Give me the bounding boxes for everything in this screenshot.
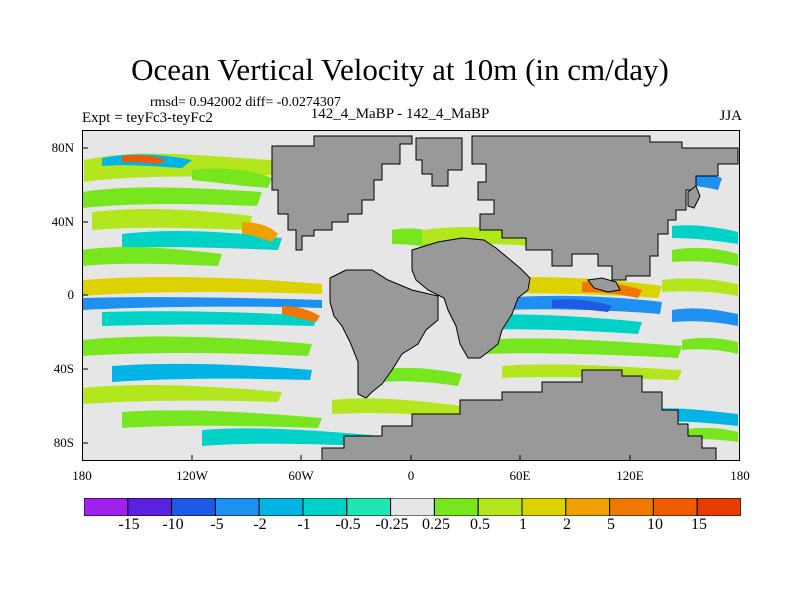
africa-land [411,237,531,359]
lat-tick-label: 40N [51,214,74,229]
velocity-patch [672,247,738,266]
colorbar-label: 2 [563,516,571,533]
colorbar-swatch [127,498,173,516]
colorbar [84,498,741,516]
colorbar-label: -10 [162,516,184,533]
colorbar-label: -5 [210,516,224,533]
velocity-patch [552,299,612,312]
lon-tick-label: 0 [407,468,415,483]
colorbar-swatch [171,498,216,516]
colorbar-swatch [433,498,479,516]
velocity-patch [192,168,272,188]
velocity-patch [482,338,682,358]
colorbar-swatch [652,498,698,516]
velocity-patch [662,278,738,296]
velocity-patch [122,410,322,428]
velocity-patch [82,297,322,310]
velocity-patch [282,306,320,322]
velocity-patch [382,367,462,386]
velocity-patch [82,385,282,404]
colorbar-label: 0.25 [422,516,450,533]
colorbar-label: -0.25 [375,516,409,533]
run-label: 142_4_MaBP - 142_4_MaBP [310,106,490,122]
japan-land [687,185,701,209]
colorbar-swatch [302,498,348,516]
experiment-label: Expt = teyFc3-teyFc2 [82,110,213,126]
colorbar-swatch [258,498,304,516]
velocity-patch [122,155,166,164]
colorbar-label: -2 [253,516,267,533]
velocity-patch [332,398,462,416]
lon-tick-label: 180 [72,468,92,483]
tick-marks [82,147,631,461]
lon-tick-label: 60W [288,468,314,483]
south-america-land [329,269,439,399]
velocity-patch [672,308,738,326]
colorbar-swatch [390,498,435,516]
velocity-patch [82,277,322,296]
colorbar-label: -15 [118,516,140,533]
lon-tick-label: 180 [730,468,750,483]
eurasia-land [471,135,739,281]
velocity-patch [242,222,278,242]
greenland-land [415,137,463,187]
velocity-patch [82,336,312,356]
velocity-patch [92,209,252,230]
antarctica-land [321,369,717,461]
velocity-patch [202,428,382,446]
colorbar-label: 10 [647,516,663,533]
colorbar-label: -0.5 [335,516,361,533]
lat-tick-label: 80S [53,435,74,450]
velocity-patch [122,231,282,250]
velocity-patch [82,187,262,208]
lon-tick-label: 120W [176,468,208,483]
lat-tick-label: 40S [53,361,74,376]
colorbar-label: 15 [691,516,707,533]
indonesia-land [587,277,621,293]
colorbar-swatch [521,498,567,516]
velocity-patch [102,311,317,326]
colorbar-swatch [84,498,129,516]
lon-tick-label: 120E [616,468,644,483]
colorbar-swatch [214,498,260,516]
colorbar-swatch [565,498,611,516]
lat-tick-label: 80N [51,140,74,155]
season-label: JJA [719,108,742,124]
colorbar-swatch [477,498,523,516]
velocity-patch [112,363,312,382]
colorbar-label: 5 [607,516,615,533]
velocity-patch [682,337,738,354]
lon-tick-label: 60E [509,468,531,483]
colorbar-label: 0.5 [470,516,490,533]
stats-text: rmsd= 0.942002 diff= -0.0274307 [150,95,341,110]
land-masses [271,135,739,461]
plot-title: Ocean Vertical Velocity at 10m (in cm/da… [131,52,669,87]
velocity-patch [672,225,738,244]
colorbar-swatch [696,498,741,516]
colorbar-swatch [346,498,392,516]
colorbar-label: -1 [297,516,311,533]
lat-tick-label: 0 [67,287,75,302]
colorbar-label: 1 [519,516,527,533]
velocity-patch [82,247,222,266]
north-america-land [271,135,413,251]
ocean-velocity-map [82,130,740,461]
colorbar-swatch [609,498,654,516]
